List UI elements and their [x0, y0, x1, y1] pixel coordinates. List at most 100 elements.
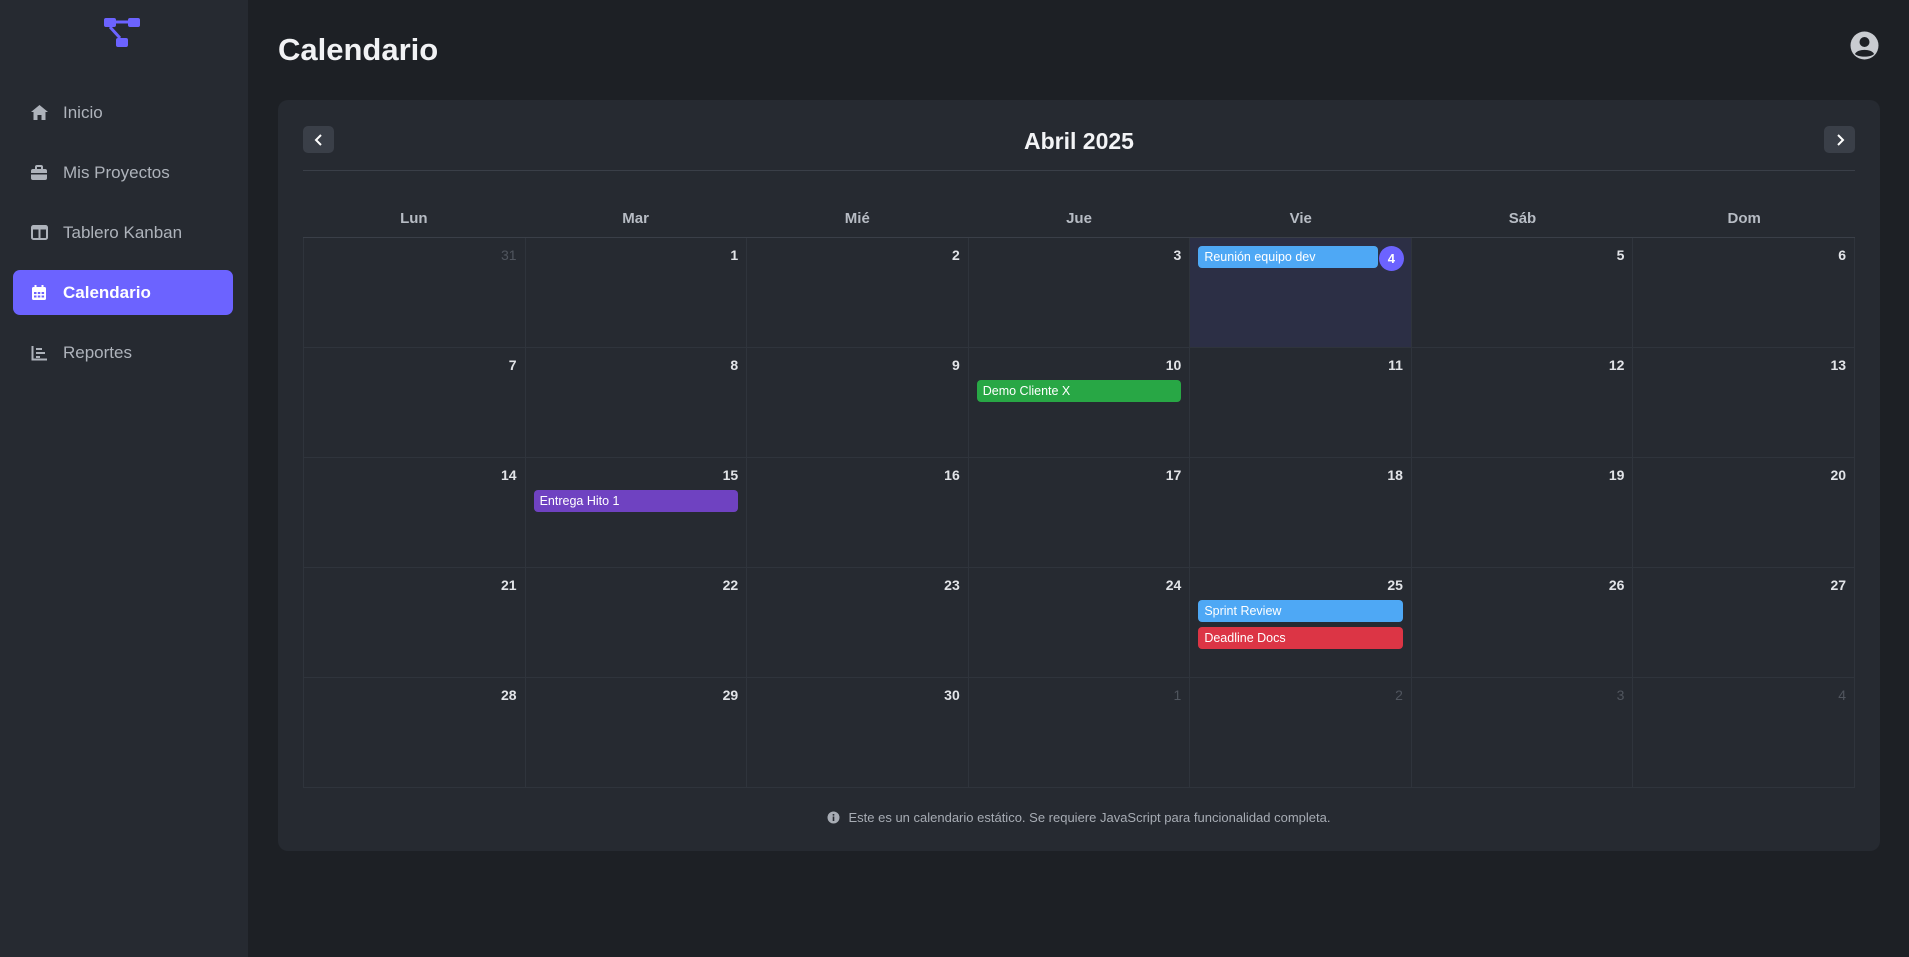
day-number: 22: [722, 577, 739, 593]
sidebar-item-tablero-kanban[interactable]: Tablero Kanban: [13, 210, 233, 255]
sidebar-item-calendario[interactable]: Calendario: [13, 270, 233, 315]
day-cell[interactable]: 19: [1411, 458, 1634, 568]
day-cell[interactable]: 2: [747, 238, 969, 348]
day-number: 12: [1608, 357, 1625, 373]
day-cell[interactable]: 14: [303, 458, 526, 568]
calendar-week: 14 15 Entrega Hito 1 16 17 18 19 20: [303, 458, 1856, 568]
chevron-left-icon: [314, 133, 322, 146]
event-entrega-hito-1[interactable]: Entrega Hito 1: [533, 490, 739, 512]
day-cell[interactable]: 6: [1633, 238, 1856, 348]
calendar-grid: Lun Mar Mié Jue Vie Sáb Dom 31 1 2 3 Reu…: [303, 200, 1856, 788]
chevron-right-icon: [1836, 133, 1844, 146]
event-deadline-docs[interactable]: Deadline Docs: [1198, 627, 1403, 649]
day-number: 17: [1165, 467, 1182, 483]
info-icon: [827, 811, 840, 824]
day-cell[interactable]: 31: [303, 238, 526, 348]
weekday-label: Sáb: [1508, 210, 1537, 227]
day-cell[interactable]: 11: [1190, 348, 1412, 458]
user-avatar-icon[interactable]: [1850, 31, 1879, 60]
day-cell[interactable]: 17: [968, 458, 1191, 568]
day-number: 25: [1387, 577, 1403, 593]
day-number: 21: [501, 577, 517, 593]
today-badge: 4: [1378, 246, 1404, 271]
day-cell[interactable]: 13: [1633, 348, 1856, 458]
calendar-week: 7 8 9 10 Demo Cliente X 11 12 13: [303, 348, 1856, 458]
sidebar-item-inicio[interactable]: Inicio: [13, 90, 233, 135]
day-cell[interactable]: 20: [1633, 458, 1856, 568]
day-number: 11: [1388, 357, 1403, 373]
event-reunion-equipo-dev[interactable]: Reunión equipo dev: [1198, 246, 1379, 268]
day-cell[interactable]: 3: [1411, 678, 1634, 788]
day-cell[interactable]: 27: [1633, 568, 1856, 678]
day-number: 13: [1830, 357, 1847, 373]
day-cell[interactable]: 1: [968, 678, 1191, 788]
footer-note-text: Este es un calendario estático. Se requi…: [848, 810, 1331, 825]
prev-month-button[interactable]: [303, 126, 334, 153]
day-cell[interactable]: 4: [1633, 678, 1856, 788]
next-month-button[interactable]: [1824, 126, 1855, 153]
briefcase-icon: [29, 163, 49, 183]
day-number: 3: [1173, 247, 1182, 263]
weekday-label: Vie: [1289, 210, 1312, 227]
day-cell[interactable]: 2: [1190, 678, 1412, 788]
weekday-label: Dom: [1727, 210, 1761, 227]
logo-icon[interactable]: [102, 16, 144, 50]
weekday-label: Lun: [400, 210, 428, 227]
day-cell[interactable]: 3: [968, 238, 1191, 348]
calendar-icon: [29, 283, 49, 303]
footer-note: Este es un calendario estático. Se requi…: [278, 810, 1880, 825]
calendar-card: Abril 2025 Lun Mar Mié Jue Vie Sáb Dom 3…: [278, 100, 1880, 851]
day-number: 30: [944, 687, 960, 703]
day-cell[interactable]: 15 Entrega Hito 1: [525, 458, 748, 568]
day-number: 24: [1165, 577, 1182, 593]
sidebar: Inicio Mis Proyectos Tablero Kanban Cale…: [0, 0, 248, 957]
day-number: 15: [722, 467, 739, 483]
event-sprint-review[interactable]: Sprint Review: [1198, 600, 1403, 622]
sidebar-nav: Inicio Mis Proyectos Tablero Kanban Cale…: [13, 90, 233, 390]
day-cell[interactable]: 30: [747, 678, 969, 788]
sidebar-item-label: Inicio: [63, 102, 103, 122]
event-demo-cliente-x[interactable]: Demo Cliente X: [976, 380, 1182, 402]
day-cell[interactable]: 23: [747, 568, 969, 678]
day-cell[interactable]: 18: [1190, 458, 1412, 568]
day-cell[interactable]: 21: [303, 568, 526, 678]
day-number: 16: [944, 467, 960, 483]
day-number: 1: [730, 247, 739, 263]
weekday-label: Mar: [622, 210, 649, 227]
day-number: 20: [1830, 467, 1847, 483]
day-number: 10: [1165, 357, 1182, 373]
day-cell-today[interactable]: Reunión equipo dev 4: [1190, 238, 1412, 348]
sidebar-item-label: Mis Proyectos: [63, 162, 170, 182]
month-title: Abril 2025: [1024, 128, 1134, 154]
day-cell[interactable]: 7: [303, 348, 526, 458]
day-cell[interactable]: 22: [525, 568, 748, 678]
day-number: 7: [508, 357, 517, 373]
sidebar-item-mis-proyectos[interactable]: Mis Proyectos: [13, 150, 233, 195]
day-cell[interactable]: 8: [525, 348, 748, 458]
day-number: 9: [951, 357, 960, 373]
day-number: 4: [1838, 687, 1847, 703]
day-number: 19: [1608, 467, 1625, 483]
day-cell[interactable]: 28: [303, 678, 526, 788]
day-cell[interactable]: 29: [525, 678, 748, 788]
day-number: 31: [501, 247, 517, 263]
sidebar-item-label: Calendario: [63, 282, 151, 302]
sidebar-item-reportes[interactable]: Reportes: [13, 330, 233, 375]
day-number: 29: [722, 687, 739, 703]
day-cell[interactable]: 9: [747, 348, 969, 458]
day-cell[interactable]: 25 Sprint Review Deadline Docs: [1190, 568, 1412, 678]
columns-icon: [29, 223, 49, 243]
day-cell[interactable]: 26: [1411, 568, 1634, 678]
day-cell[interactable]: 10 Demo Cliente X: [968, 348, 1191, 458]
day-cell[interactable]: 24: [968, 568, 1191, 678]
day-number: 14: [501, 467, 517, 483]
page-title: Calendario: [278, 32, 439, 67]
day-cell[interactable]: 1: [525, 238, 748, 348]
day-cell[interactable]: 16: [747, 458, 969, 568]
day-cell[interactable]: 5: [1411, 238, 1634, 348]
weekday-header-row: Lun Mar Mié Jue Vie Sáb Dom: [303, 200, 1855, 238]
day-number: 3: [1616, 687, 1625, 703]
calendar-week: 31 1 2 3 Reunión equipo dev 4 5 6: [303, 238, 1856, 348]
day-cell[interactable]: 12: [1411, 348, 1634, 458]
chart-icon: [29, 343, 49, 363]
